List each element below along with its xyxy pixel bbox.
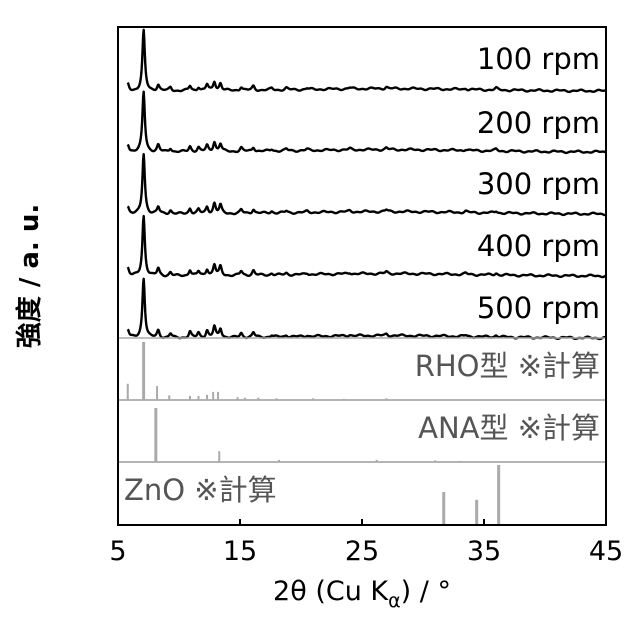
panel-measured-300-rpm: 300 rpm <box>128 154 606 215</box>
x-axis-label-subscript: α <box>388 590 401 612</box>
x-tick-label: 25 <box>345 536 379 567</box>
x-axis-label: 2θ (Cu Kα) / ° <box>273 576 451 612</box>
series-label: ZnO ※計算 <box>124 473 277 507</box>
x-ticks: 5 15 25 35 45 <box>109 519 623 567</box>
x-tick-label: 45 <box>589 536 623 567</box>
panel-calc-6: ANA型 ※計算 <box>118 408 606 462</box>
series-label: ANA型 ※計算 <box>418 411 600 445</box>
panel-measured-100-rpm: 100 rpm <box>128 30 606 92</box>
x-tick-label: 15 <box>223 536 257 567</box>
series-label: RHO型 ※計算 <box>415 349 600 383</box>
panels-group: 100 rpm 200 rpm 300 rpm 400 rpm 500 rpm RHO型 … <box>118 30 606 525</box>
series-label: 400 rpm <box>477 229 600 263</box>
series-label: 300 rpm <box>477 167 600 201</box>
series-label: 500 rpm <box>477 291 600 325</box>
x-axis-label-tail: ) / ° <box>401 576 451 607</box>
x-tick-label: 35 <box>467 536 501 567</box>
panel-measured-500-rpm: 500 rpm <box>128 279 606 339</box>
x-tick-label: 5 <box>109 536 126 567</box>
y-axis-label: 強度 / a. u. <box>14 204 45 348</box>
series-label: 200 rpm <box>477 106 600 140</box>
panel-measured-400-rpm: 400 rpm <box>128 216 606 277</box>
panel-calc-5: RHO型 ※計算 <box>118 342 606 400</box>
series-label: 100 rpm <box>477 42 600 76</box>
panel-measured-200-rpm: 200 rpm <box>128 92 606 153</box>
panel-calc-7: ZnO ※計算 <box>118 465 606 525</box>
